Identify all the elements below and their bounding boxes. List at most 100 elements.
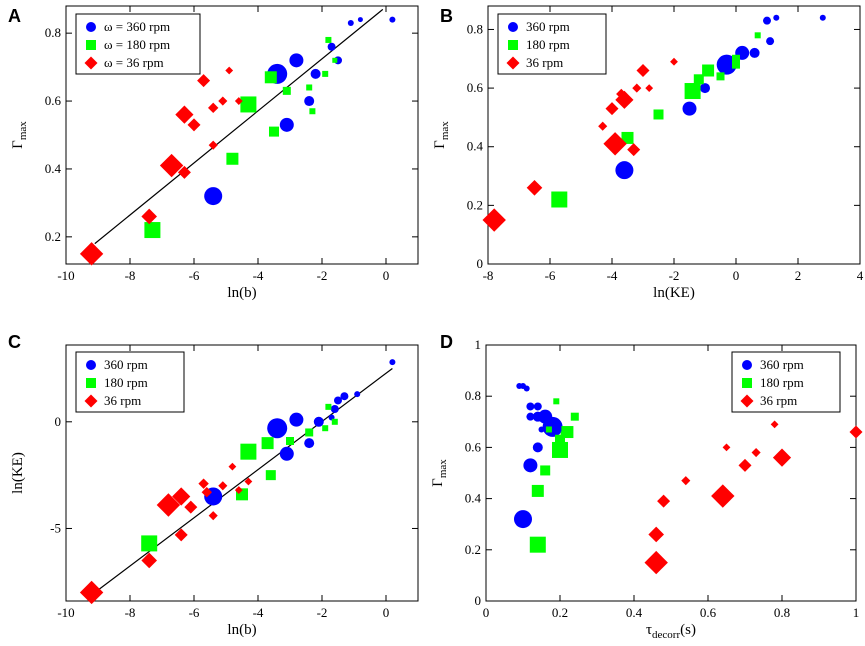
data-point-square bbox=[732, 60, 740, 69]
x-axis-label-subscript: decorr bbox=[652, 629, 680, 641]
data-point-diamond bbox=[234, 97, 243, 105]
data-point-diamond bbox=[174, 528, 188, 542]
x-tick-label: -2 bbox=[317, 268, 328, 283]
data-point-circle bbox=[334, 396, 342, 405]
data-point-diamond bbox=[228, 462, 237, 471]
legend-entry: 360 rpm bbox=[526, 19, 570, 34]
data-point-diamond bbox=[598, 121, 608, 131]
data-point-square bbox=[332, 57, 338, 63]
y-tick-label: 0.8 bbox=[467, 21, 483, 36]
x-axis-label: ln(b) bbox=[227, 622, 256, 638]
data-point-square bbox=[261, 437, 274, 450]
data-point-square bbox=[325, 403, 332, 410]
legend: 360 rpm 180 rpm 36 rpm bbox=[731, 351, 841, 413]
series-1 bbox=[144, 36, 338, 239]
data-point-circle bbox=[310, 68, 321, 79]
x-tick-label: -6 bbox=[189, 605, 200, 620]
x-axis-label-suffix: (s) bbox=[680, 622, 696, 638]
data-point-diamond bbox=[208, 511, 218, 521]
data-point-diamond bbox=[657, 494, 671, 508]
data-point-circle bbox=[516, 382, 523, 389]
data-point-diamond bbox=[79, 580, 104, 605]
data-point-circle bbox=[340, 392, 349, 401]
legend-entry: 180 rpm bbox=[526, 37, 570, 52]
x-tick-label: 0 bbox=[733, 268, 740, 283]
data-point-diamond bbox=[482, 208, 506, 232]
plot-frame bbox=[485, 344, 857, 602]
data-point-diamond bbox=[526, 179, 543, 196]
fit-line bbox=[94, 367, 393, 593]
data-point-circle bbox=[763, 16, 771, 25]
data-point-circle bbox=[304, 438, 315, 449]
y-tick-label: 0.2 bbox=[465, 542, 481, 557]
data-point-diamond bbox=[187, 118, 201, 132]
data-point-circle bbox=[773, 14, 780, 21]
data-point-diamond bbox=[141, 552, 157, 569]
x-tick-label: 2 bbox=[795, 268, 802, 283]
data-point-square bbox=[702, 64, 715, 77]
data-point-square bbox=[545, 426, 552, 433]
legend-marker-square bbox=[508, 40, 518, 50]
y-tick-label: 0 bbox=[55, 414, 62, 429]
data-point-square bbox=[269, 126, 279, 137]
data-point-square bbox=[309, 108, 316, 115]
data-point-diamond bbox=[218, 96, 228, 106]
data-point-diamond bbox=[738, 458, 752, 472]
data-point-square bbox=[553, 398, 560, 405]
legend-marker-diamond bbox=[506, 56, 520, 70]
data-point-square bbox=[240, 443, 257, 460]
data-point-circle bbox=[526, 402, 535, 411]
data-point-circle bbox=[749, 47, 760, 58]
data-point-diamond bbox=[772, 448, 792, 467]
data-point-diamond bbox=[79, 242, 104, 266]
data-point-square bbox=[552, 441, 568, 458]
data-point-diamond bbox=[632, 83, 642, 93]
y-axis-label: ln(KE) bbox=[10, 452, 26, 494]
legend-marker-square bbox=[86, 378, 96, 388]
y-tick-label: 0.8 bbox=[465, 388, 481, 403]
data-point-diamond bbox=[159, 153, 184, 178]
legend-marker-diamond bbox=[84, 394, 98, 408]
y-tick-label: -5 bbox=[50, 520, 61, 535]
data-point-diamond bbox=[177, 165, 191, 179]
y-axis-label-subscript: max bbox=[439, 121, 451, 140]
series-2 bbox=[644, 420, 863, 575]
data-point-diamond bbox=[615, 90, 634, 109]
data-point-square bbox=[529, 536, 546, 553]
data-point-diamond bbox=[751, 447, 761, 458]
y-tick-label: 0.8 bbox=[45, 25, 61, 40]
data-point-diamond bbox=[644, 550, 668, 575]
x-tick-label: 0.8 bbox=[774, 605, 790, 620]
data-point-square bbox=[226, 152, 239, 165]
panel-d-chart: 0 0.2 0.4 0.6 0.8 1 0 0.2 0.4 0.6 0.8 1 τdecorr(s) Γm… bbox=[430, 337, 863, 641]
data-point-circle bbox=[330, 405, 339, 413]
data-point-square bbox=[240, 96, 257, 113]
y-axis-label: Γmax bbox=[430, 459, 449, 487]
y-tick-label: 1 bbox=[475, 337, 482, 352]
data-point-square bbox=[540, 465, 551, 476]
x-tick-label: -4 bbox=[607, 268, 618, 283]
x-tick-label: -6 bbox=[545, 268, 556, 283]
data-point-circle bbox=[357, 17, 363, 23]
data-point-square bbox=[716, 72, 725, 81]
x-tick-label: 1 bbox=[853, 605, 860, 620]
data-point-diamond bbox=[208, 140, 218, 150]
data-point-diamond bbox=[670, 57, 678, 66]
data-point-square bbox=[265, 470, 276, 481]
data-point-square bbox=[570, 412, 579, 421]
series-1 bbox=[529, 398, 579, 553]
panel-d-label: D bbox=[440, 332, 453, 352]
y-tick-label: 0.4 bbox=[465, 491, 482, 506]
y-tick-label: 0.4 bbox=[45, 161, 62, 176]
y-axis-label: Γmax bbox=[10, 121, 29, 149]
data-point-circle bbox=[389, 359, 396, 366]
data-point-square bbox=[264, 71, 277, 84]
y-tick-label: 0.6 bbox=[45, 93, 62, 108]
data-point-diamond bbox=[627, 143, 641, 157]
data-point-diamond bbox=[648, 526, 664, 543]
data-point-square bbox=[306, 84, 313, 91]
data-point-circle bbox=[267, 418, 288, 439]
legend-marker-circle bbox=[742, 360, 752, 370]
x-tick-label: -2 bbox=[669, 268, 680, 283]
data-point-circle bbox=[279, 446, 294, 461]
